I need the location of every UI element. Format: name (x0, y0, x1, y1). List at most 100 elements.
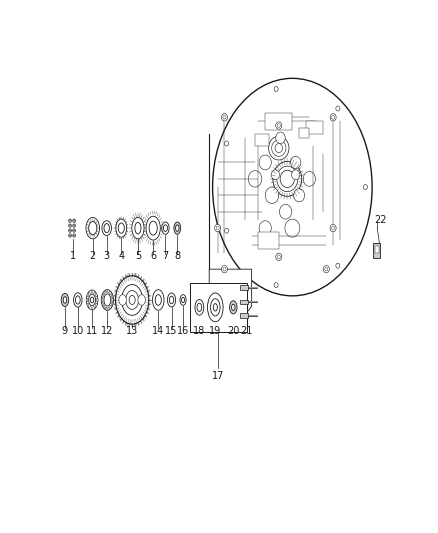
Ellipse shape (101, 290, 113, 310)
Bar (265, 113, 293, 130)
Bar (306, 122, 323, 134)
Text: 18: 18 (193, 326, 205, 336)
Bar (375, 246, 378, 253)
Ellipse shape (86, 298, 88, 302)
Ellipse shape (208, 293, 223, 322)
Ellipse shape (87, 293, 89, 297)
Ellipse shape (126, 290, 138, 309)
Ellipse shape (285, 219, 300, 237)
Ellipse shape (164, 227, 166, 230)
Ellipse shape (163, 225, 167, 231)
Circle shape (73, 229, 75, 232)
Text: 1: 1 (71, 251, 77, 261)
Text: 17: 17 (212, 371, 225, 381)
Circle shape (73, 224, 75, 227)
Text: 7: 7 (162, 251, 169, 261)
Circle shape (73, 234, 75, 237)
Ellipse shape (280, 170, 294, 188)
Bar (299, 127, 309, 138)
Ellipse shape (119, 295, 127, 305)
Text: 22: 22 (374, 215, 387, 225)
Ellipse shape (155, 295, 161, 305)
Text: 2: 2 (90, 251, 96, 261)
Ellipse shape (116, 276, 149, 324)
Text: 4: 4 (118, 251, 124, 261)
Bar (240, 300, 248, 304)
Circle shape (70, 235, 71, 236)
Ellipse shape (118, 223, 124, 233)
Ellipse shape (336, 106, 340, 111)
Ellipse shape (135, 222, 141, 234)
Ellipse shape (276, 132, 285, 143)
Ellipse shape (108, 307, 109, 310)
Ellipse shape (96, 298, 98, 302)
Ellipse shape (223, 116, 226, 119)
Ellipse shape (279, 204, 292, 219)
Circle shape (70, 225, 71, 226)
Ellipse shape (225, 141, 229, 146)
Ellipse shape (275, 143, 283, 152)
Circle shape (70, 230, 71, 231)
Ellipse shape (325, 268, 328, 271)
Text: 21: 21 (240, 326, 253, 336)
Ellipse shape (110, 305, 111, 309)
Ellipse shape (225, 228, 229, 233)
Bar (373, 243, 380, 258)
Ellipse shape (106, 307, 107, 310)
Ellipse shape (274, 86, 278, 92)
Text: 8: 8 (174, 251, 180, 261)
Ellipse shape (330, 114, 336, 121)
Circle shape (69, 219, 71, 222)
Ellipse shape (292, 170, 300, 180)
Ellipse shape (332, 227, 335, 230)
Ellipse shape (294, 189, 304, 202)
Ellipse shape (211, 298, 220, 316)
Ellipse shape (330, 224, 336, 232)
Ellipse shape (174, 222, 181, 235)
Ellipse shape (222, 265, 227, 273)
Ellipse shape (271, 170, 279, 180)
Ellipse shape (248, 171, 262, 187)
Ellipse shape (336, 263, 340, 268)
Bar (240, 313, 248, 318)
Ellipse shape (132, 217, 144, 239)
Text: 6: 6 (150, 251, 156, 261)
Ellipse shape (111, 302, 113, 305)
Text: 19: 19 (209, 326, 222, 336)
Text: 12: 12 (101, 326, 113, 336)
Ellipse shape (291, 156, 301, 168)
Ellipse shape (87, 303, 89, 307)
Ellipse shape (90, 290, 92, 294)
Ellipse shape (223, 268, 226, 271)
Ellipse shape (112, 298, 113, 302)
Ellipse shape (259, 221, 271, 236)
Bar (240, 285, 248, 290)
Ellipse shape (111, 294, 113, 297)
Ellipse shape (106, 289, 107, 293)
Ellipse shape (176, 225, 179, 231)
Ellipse shape (90, 297, 94, 303)
Ellipse shape (75, 296, 80, 304)
Ellipse shape (93, 306, 95, 310)
Ellipse shape (181, 297, 184, 303)
Ellipse shape (95, 293, 97, 297)
Circle shape (69, 234, 71, 237)
Ellipse shape (222, 114, 227, 121)
Ellipse shape (104, 294, 111, 306)
Ellipse shape (138, 295, 145, 305)
Ellipse shape (277, 255, 280, 259)
Ellipse shape (88, 294, 95, 306)
Text: 9: 9 (62, 326, 68, 336)
Ellipse shape (268, 136, 289, 160)
Text: 13: 13 (126, 326, 138, 336)
Ellipse shape (90, 306, 92, 310)
Ellipse shape (274, 282, 278, 288)
Text: 3: 3 (104, 251, 110, 261)
Ellipse shape (110, 291, 111, 295)
Ellipse shape (276, 122, 282, 129)
Ellipse shape (86, 290, 98, 310)
Bar (255, 134, 268, 146)
Ellipse shape (108, 289, 109, 293)
Ellipse shape (102, 294, 103, 297)
Ellipse shape (212, 78, 372, 296)
